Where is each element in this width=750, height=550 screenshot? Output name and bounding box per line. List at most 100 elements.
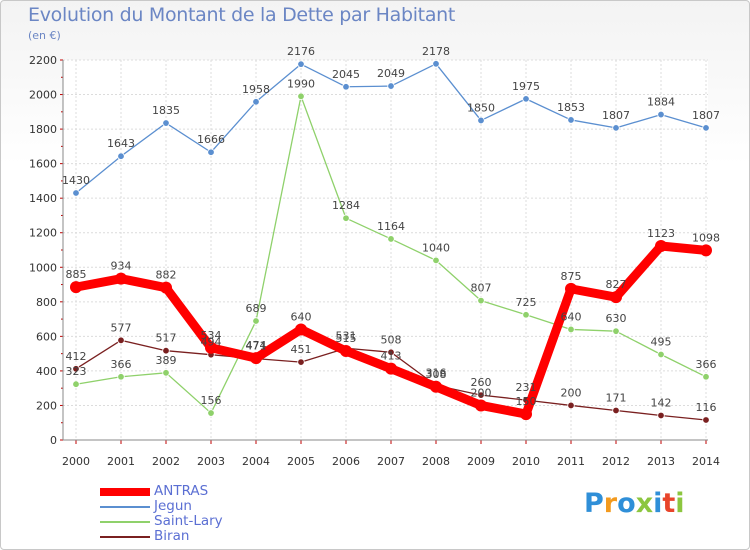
data-label-antras: 534	[201, 329, 222, 342]
data-point-saint-lary	[252, 317, 260, 325]
data-label-biran: 316	[426, 366, 447, 379]
data-point-antras	[520, 408, 532, 421]
legend-swatch-biran	[100, 536, 150, 538]
x-tick-label: 2005	[287, 455, 315, 468]
data-point-biran	[72, 365, 80, 373]
data-point-jegun	[387, 82, 395, 90]
data-point-antras	[70, 281, 82, 294]
data-label-antras: 515	[336, 332, 357, 345]
data-label-jegun: 2049	[377, 67, 405, 80]
data-label-saint-lary: 689	[246, 302, 267, 315]
data-point-antras	[205, 341, 217, 354]
data-label-jegun: 2176	[287, 45, 315, 58]
data-point-biran	[297, 358, 305, 366]
data-point-biran	[657, 411, 665, 420]
data-label-antras: 882	[156, 269, 177, 282]
data-point-antras	[295, 323, 307, 336]
data-point-saint-lary	[657, 350, 665, 359]
data-label-jegun: 1807	[602, 109, 630, 122]
data-label-antras: 474	[246, 339, 267, 352]
data-point-antras	[475, 399, 487, 412]
data-point-jegun	[477, 116, 485, 125]
data-point-jegun	[612, 124, 620, 132]
y-tick-label: 1800	[29, 123, 57, 136]
data-label-antras: 1123	[647, 227, 675, 240]
legend-label: Saint-Lary	[154, 513, 223, 529]
data-label-jegun: 1958	[242, 83, 270, 96]
y-tick-label: 400	[36, 365, 57, 378]
x-tick-label: 2000	[62, 455, 90, 468]
data-label-jegun: 2045	[332, 68, 360, 81]
data-label-jegun: 1853	[557, 101, 585, 114]
data-label-saint-lary: 630	[606, 312, 627, 325]
data-point-biran	[117, 336, 125, 345]
data-label-antras: 413	[381, 350, 402, 363]
data-point-saint-lary	[522, 311, 530, 319]
data-label-antras: 1098	[692, 231, 720, 244]
data-point-jegun	[702, 124, 710, 132]
data-label-biran: 517	[156, 332, 177, 345]
data-label-jegun: 1835	[152, 104, 180, 117]
x-tick-label: 2008	[422, 455, 450, 468]
y-tick-label: 0	[50, 434, 57, 447]
x-tick-label: 2010	[512, 455, 540, 468]
x-tick-label: 2003	[197, 455, 225, 468]
data-point-jegun	[162, 119, 170, 127]
data-point-biran	[477, 391, 485, 399]
data-label-jegun: 1807	[692, 109, 720, 122]
data-point-saint-lary	[387, 235, 395, 243]
x-tick-label: 2002	[152, 455, 180, 468]
data-label-antras: 875	[561, 270, 582, 283]
data-point-saint-lary	[342, 214, 350, 222]
data-point-saint-lary	[477, 296, 485, 305]
data-label-biran: 451	[291, 343, 312, 356]
data-point-jegun	[657, 110, 665, 119]
data-label-saint-lary: 1164	[377, 220, 405, 233]
data-label-biran: 412	[66, 350, 87, 363]
data-point-saint-lary	[117, 373, 125, 381]
y-tick-label: 1600	[29, 158, 57, 171]
legend-swatch-jegun	[100, 506, 150, 508]
data-point-biran	[702, 416, 710, 424]
x-tick-label: 2001	[107, 455, 135, 468]
data-point-jegun	[342, 83, 350, 91]
data-point-saint-lary	[72, 380, 80, 388]
data-label-antras: 827	[606, 278, 627, 291]
data-point-saint-lary	[567, 325, 575, 334]
data-label-saint-lary: 725	[516, 296, 537, 309]
data-label-saint-lary: 807	[471, 282, 492, 295]
data-point-saint-lary	[297, 92, 305, 100]
data-label-jegun: 1975	[512, 80, 540, 93]
data-label-jegun: 1884	[647, 96, 675, 109]
data-label-biran: 577	[111, 321, 132, 334]
data-point-antras	[700, 244, 712, 257]
data-label-saint-lary: 389	[156, 354, 177, 367]
legend-swatch-saint-lary	[100, 521, 150, 523]
x-tick-label: 2004	[242, 455, 270, 468]
y-tick-label: 2200	[29, 54, 57, 67]
y-tick-label: 1200	[29, 227, 57, 240]
x-tick-label: 2009	[467, 455, 495, 468]
data-point-jegun	[117, 152, 125, 160]
y-tick-label: 1000	[29, 261, 57, 274]
chart-title: Evolution du Montant de la Dette par Hab…	[28, 4, 456, 26]
data-point-biran	[612, 406, 620, 415]
data-label-saint-lary: 366	[696, 358, 717, 371]
y-tick-label: 200	[36, 399, 57, 412]
x-tick-label: 2007	[377, 455, 405, 468]
data-label-antras: 934	[111, 260, 132, 273]
data-point-biran	[162, 347, 170, 355]
data-label-jegun: 1643	[107, 137, 135, 150]
y-tick-label: 800	[36, 296, 57, 309]
data-point-saint-lary	[207, 409, 215, 417]
data-label-antras: 200	[471, 386, 492, 399]
data-label-biran: 471	[246, 340, 267, 353]
data-point-jegun	[207, 148, 215, 156]
data-label-biran: 260	[471, 376, 492, 389]
x-tick-label: 2011	[557, 455, 585, 468]
data-point-biran	[387, 348, 395, 356]
x-tick-label: 2013	[647, 455, 675, 468]
data-point-antras	[250, 352, 262, 365]
data-point-antras	[610, 291, 622, 304]
